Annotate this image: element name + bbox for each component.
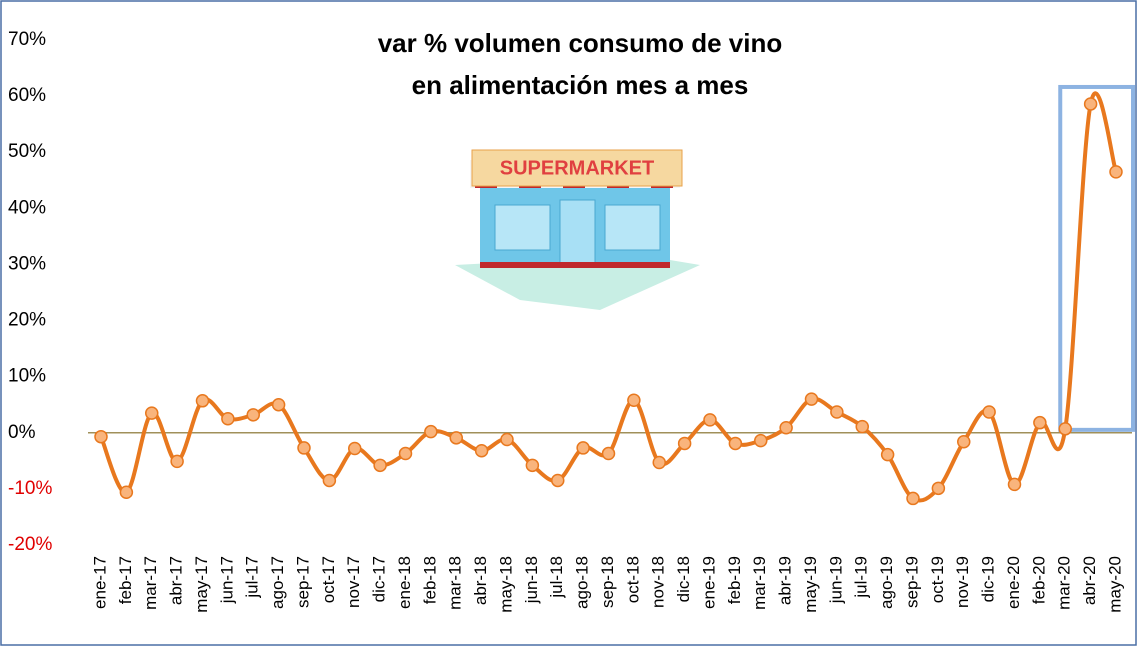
y-tick-label: 70% — [8, 29, 46, 50]
x-tick-label: jun-18 — [522, 556, 541, 604]
point — [755, 435, 767, 447]
point — [577, 442, 589, 454]
point — [856, 421, 868, 433]
point — [958, 436, 970, 448]
y-tick-label: 10% — [8, 366, 46, 387]
x-tick-label: abr-20 — [1080, 556, 1099, 605]
point — [501, 434, 513, 446]
point — [146, 407, 158, 419]
x-tick-label: feb-19 — [725, 556, 744, 604]
point — [197, 395, 209, 407]
point — [1009, 478, 1021, 490]
point — [1034, 417, 1046, 429]
x-tick-label: jul-17 — [243, 556, 262, 599]
point — [1085, 98, 1097, 110]
x-tick-label: ago-17 — [268, 556, 287, 609]
point — [806, 393, 818, 405]
x-tick-label: nov-19 — [953, 556, 972, 608]
x-tick-label: feb-17 — [116, 556, 135, 604]
x-tick-label: sep-17 — [293, 556, 312, 608]
point — [476, 445, 488, 457]
x-tick-label: abr-19 — [776, 556, 795, 605]
point — [653, 457, 665, 469]
y-tick-label: 0% — [8, 422, 36, 443]
point — [882, 449, 894, 461]
x-tick-label: mar-19 — [750, 556, 769, 610]
point — [831, 406, 843, 418]
x-tick-label: dic-17 — [370, 556, 389, 602]
x-tick-label: oct-17 — [319, 556, 338, 603]
point — [729, 437, 741, 449]
point — [450, 432, 462, 444]
x-tick-label: abr-17 — [167, 556, 186, 605]
chart: var % volumen consumo de vino en aliment… — [0, 0, 1137, 646]
point — [628, 394, 640, 406]
point — [526, 459, 538, 471]
x-tick-label: nov-17 — [344, 556, 363, 608]
point — [983, 406, 995, 418]
x-tick-label: may-18 — [496, 556, 515, 613]
x-tick-label: oct-19 — [928, 556, 947, 603]
point — [247, 409, 259, 421]
x-tick-label: may-19 — [801, 556, 820, 613]
point — [780, 422, 792, 434]
icon-label: SUPERMARKET — [500, 157, 654, 179]
x-tick-label: mar-17 — [141, 556, 160, 610]
x-tick-label: nov-18 — [649, 556, 668, 608]
point — [1059, 423, 1071, 435]
chart-title: var % volumen consumo de vino — [378, 28, 783, 58]
x-tick-label: dic-18 — [674, 556, 693, 602]
x-tick-label: jun-19 — [826, 556, 845, 604]
x-tick-label: may-17 — [192, 556, 211, 613]
point — [603, 448, 615, 460]
point — [907, 492, 919, 504]
x-tick-label: jul-19 — [852, 556, 871, 599]
x-tick-label: ago-18 — [573, 556, 592, 609]
x-tick-label: mar-18 — [446, 556, 465, 610]
x-tick-label: ene-18 — [395, 556, 414, 609]
x-tick-label: ene-19 — [699, 556, 718, 609]
x-tick-label: dic-19 — [979, 556, 998, 602]
y-tick-label: 20% — [8, 310, 46, 331]
x-tick-label: sep-19 — [902, 556, 921, 608]
y-tick-label: 50% — [8, 141, 46, 162]
y-tick-label: 60% — [8, 85, 46, 106]
x-tick-label: ene-20 — [1004, 556, 1023, 609]
point — [349, 442, 361, 454]
point — [704, 414, 716, 426]
point — [120, 486, 132, 498]
x-tick-label: ene-17 — [90, 556, 109, 609]
x-tick-label: may-20 — [1105, 556, 1124, 613]
page: var % volumen consumo de vino en aliment… — [0, 0, 1137, 646]
point — [932, 482, 944, 494]
point — [400, 448, 412, 460]
y-tick-label: 40% — [8, 197, 46, 218]
y-tick-label: 30% — [8, 253, 46, 274]
x-tick-label: jun-17 — [217, 556, 236, 604]
point — [425, 426, 437, 438]
point — [298, 442, 310, 454]
x-tick-label: sep-18 — [598, 556, 617, 608]
y-tick-label: -10% — [8, 478, 52, 499]
point — [679, 437, 691, 449]
x-tick-label: feb-20 — [1029, 556, 1048, 604]
point — [323, 474, 335, 486]
x-tick-label: oct-18 — [623, 556, 642, 603]
y-tick-label: -20% — [8, 534, 52, 555]
x-tick-label: ago-19 — [877, 556, 896, 609]
x-tick-label: abr-18 — [471, 556, 490, 605]
x-tick-label: mar-20 — [1055, 556, 1074, 610]
x-tick-label: feb-18 — [420, 556, 439, 604]
point — [171, 455, 183, 467]
point — [222, 413, 234, 425]
x-tick-label: jul-18 — [547, 556, 566, 599]
point — [1110, 166, 1122, 178]
point — [374, 459, 386, 471]
point — [552, 474, 564, 486]
point — [273, 399, 285, 411]
chart-title: en alimentación mes a mes — [412, 70, 749, 100]
point — [95, 431, 107, 443]
